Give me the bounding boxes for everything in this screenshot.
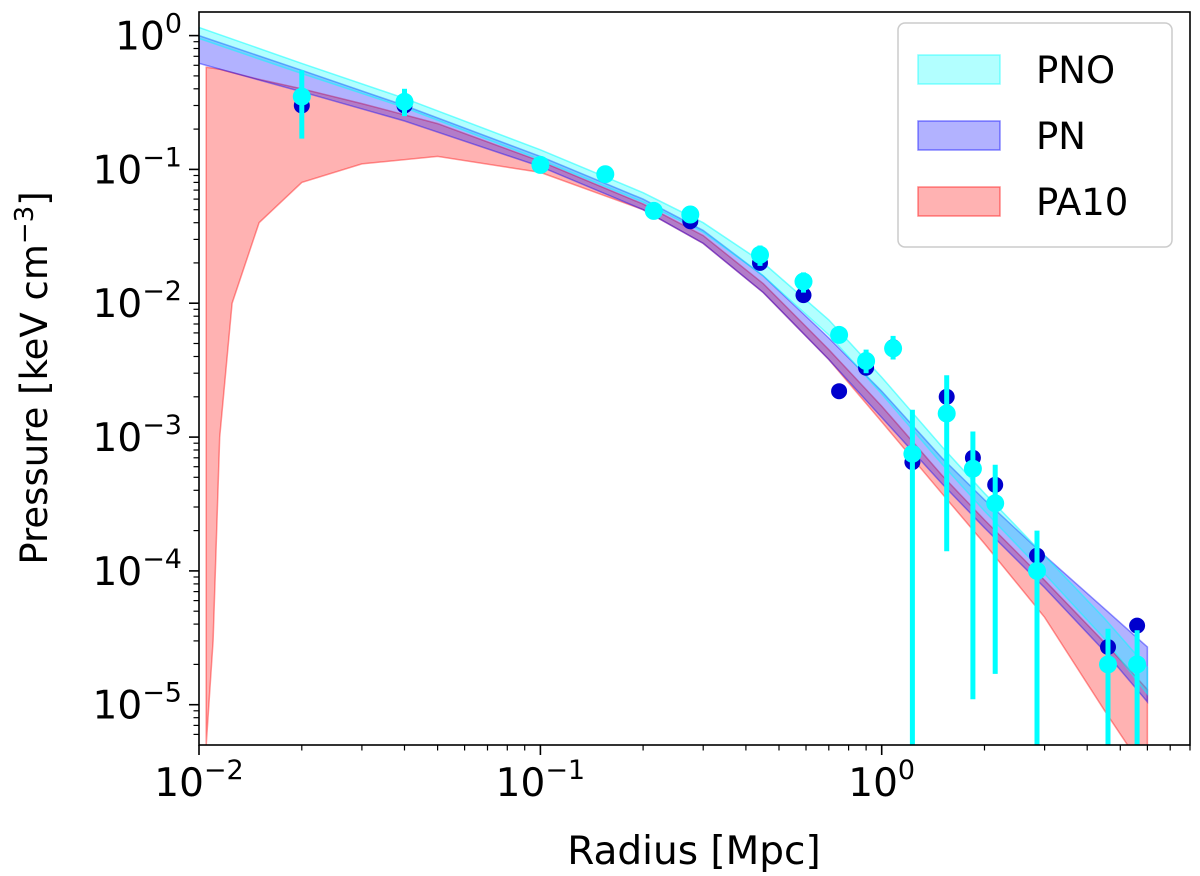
y-tick-label-exponent: −5 bbox=[142, 678, 182, 709]
y-tick-label: 10−1 bbox=[93, 142, 182, 193]
x-tick-label: 10−2 bbox=[154, 755, 243, 806]
x-tick-label-exponent: 0 bbox=[898, 755, 915, 786]
pn-point bbox=[831, 383, 848, 400]
pno-point bbox=[1128, 655, 1147, 674]
y-tick-label-base: 10 bbox=[93, 148, 143, 193]
pno-point bbox=[395, 92, 414, 111]
pno-point bbox=[292, 87, 311, 106]
y-tick-label-exponent: −1 bbox=[142, 142, 182, 173]
y-tick-label-base: 10 bbox=[93, 416, 143, 461]
pno-point bbox=[644, 201, 663, 220]
x-tick-label-exponent: −2 bbox=[204, 755, 244, 786]
y-tick-label-base: 10 bbox=[93, 684, 143, 729]
x-axis-title: Radius [Mpc] bbox=[567, 829, 820, 874]
y-tick-label-exponent: 0 bbox=[165, 9, 182, 40]
pno-point bbox=[830, 325, 849, 344]
y-tick-label-exponent: −2 bbox=[142, 276, 182, 307]
plot-frame bbox=[198, 11, 1191, 746]
pno-point bbox=[986, 494, 1005, 513]
y-tick-label-base: 10 bbox=[93, 550, 143, 595]
pno-point bbox=[751, 245, 769, 264]
y-tick-label: 10−4 bbox=[93, 544, 182, 595]
legend-swatch-pn bbox=[917, 120, 1001, 151]
y-tick-label-exponent: −3 bbox=[142, 410, 182, 441]
legend-label-pno: PNO bbox=[1036, 49, 1115, 92]
pno-point bbox=[596, 165, 615, 184]
legend: PNO PN PA10 bbox=[897, 22, 1173, 248]
legend-label-pn: PN bbox=[1036, 115, 1086, 158]
pno-point bbox=[1028, 561, 1046, 580]
y-tick-label-base: 10 bbox=[115, 15, 165, 60]
x-tick-label: 10−1 bbox=[496, 755, 585, 806]
pn-point bbox=[1129, 617, 1146, 634]
y-axis-title-close: ] bbox=[13, 191, 56, 205]
legend-frame bbox=[897, 22, 1173, 248]
y-tick-label: 100 bbox=[115, 9, 182, 60]
y-tick-label-exponent: −4 bbox=[142, 544, 182, 575]
y-axis-title-exponent: −3 bbox=[10, 206, 40, 244]
x-tick-label-exponent: −1 bbox=[545, 755, 585, 786]
axis-ticks bbox=[189, 34, 1191, 755]
x-tick-label-base: 10 bbox=[496, 761, 546, 806]
y-tick-label-base: 10 bbox=[93, 282, 143, 327]
pno-point bbox=[1099, 655, 1117, 674]
x-tick-label: 100 bbox=[848, 755, 915, 806]
y-tick-label: 10−3 bbox=[93, 410, 182, 461]
pno-point bbox=[681, 205, 700, 224]
legend-swatch-pa10 bbox=[917, 186, 1001, 217]
y-axis-title: Pressure [keV cm−3] bbox=[10, 191, 56, 564]
x-tick-label-base: 10 bbox=[154, 761, 204, 806]
y-axis-title-main: Pressure [keV cm bbox=[13, 244, 56, 565]
x-tick-label-base: 10 bbox=[848, 761, 898, 806]
legend-label-pa10: PA10 bbox=[1036, 181, 1128, 224]
y-tick-label: 10−2 bbox=[93, 276, 182, 327]
pno-point bbox=[963, 459, 982, 478]
legend-swatch-pno bbox=[917, 54, 1001, 85]
pno-point bbox=[884, 339, 903, 358]
data-points bbox=[292, 70, 1147, 745]
pno-point bbox=[794, 272, 813, 291]
pno-point bbox=[857, 352, 876, 370]
pn-point bbox=[795, 287, 812, 304]
pno-point bbox=[903, 444, 922, 463]
pno-point bbox=[531, 155, 550, 174]
pno-point bbox=[937, 404, 956, 423]
y-tick-label: 10−5 bbox=[93, 678, 182, 729]
